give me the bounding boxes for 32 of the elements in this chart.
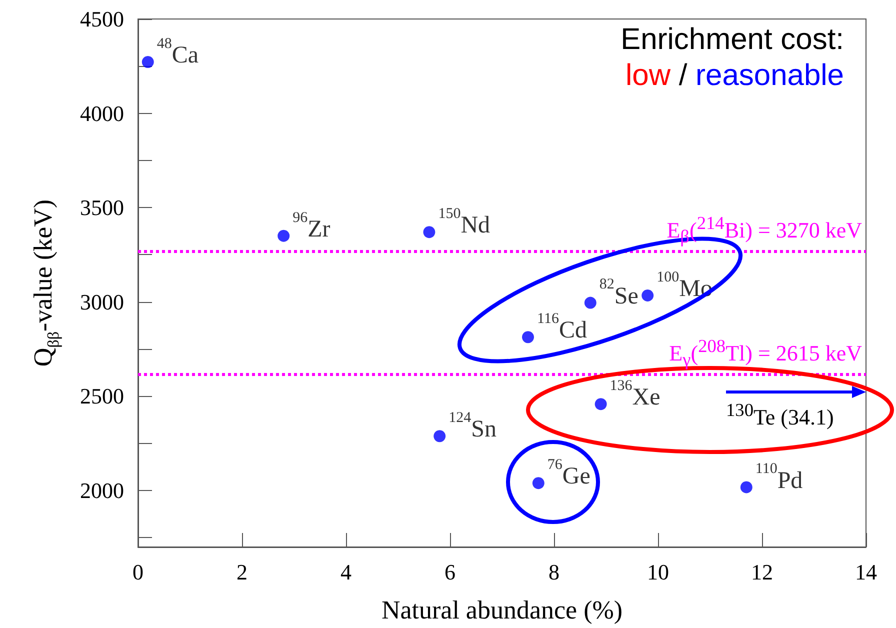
x-tick-label: 4 (340, 560, 352, 584)
y-tick-label: 2000 (80, 478, 124, 503)
x-tick-label: 0 (132, 560, 144, 584)
x-tick-label: 6 (444, 560, 456, 584)
point (594, 398, 607, 410)
annotation: / (678, 59, 688, 92)
annotation: $^{130}$Te (34.1) (726, 400, 834, 430)
point (423, 226, 436, 238)
x-tick-label: 14 (855, 560, 877, 584)
x-tick-label: 8 (548, 560, 560, 584)
point (522, 331, 534, 344)
y-tick-label: 4000 (80, 100, 124, 126)
point (532, 477, 544, 490)
point (584, 296, 596, 309)
point (740, 481, 752, 494)
y-axis-title: Qββ-value (keV) (28, 199, 62, 367)
x-tick-label: 2 (236, 560, 248, 584)
point (642, 289, 654, 302)
annotation: low (626, 59, 672, 92)
annotation: reasonable (696, 59, 844, 92)
x-axis-title: Natural abundance (%) (381, 595, 623, 624)
y-tick-label: 3000 (80, 289, 124, 314)
point (278, 230, 290, 242)
point (434, 430, 446, 442)
y-tick-label: 4500 (80, 6, 124, 32)
x-tick-label: 10 (647, 560, 669, 584)
y-tick-label: 2500 (80, 384, 124, 409)
point (142, 56, 154, 68)
annotation: Enrichment cost: (620, 23, 844, 56)
ref-line-label: E$_{γ}$($^{208}$Tl) = 2615 keV (669, 336, 862, 372)
x-tick-label: 12 (751, 560, 773, 584)
y-tick-label: 3500 (80, 195, 124, 220)
